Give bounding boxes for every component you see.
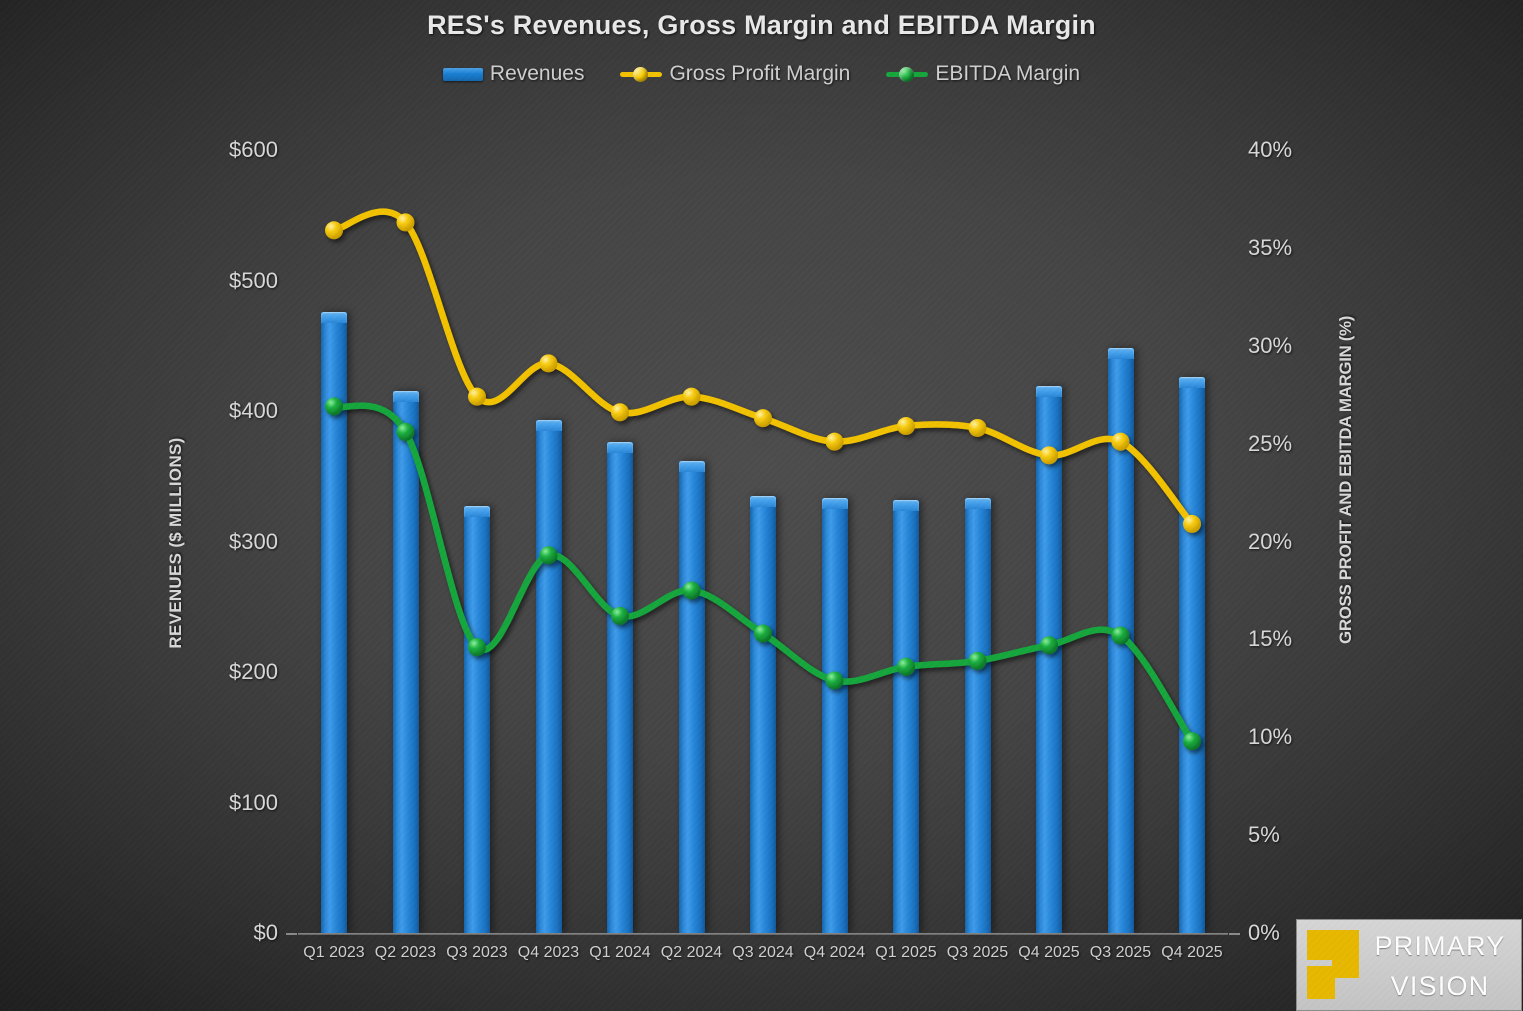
x-axis-tick-label: Q1 2025 — [875, 944, 937, 961]
y-axis-left-tick-label: $100 — [229, 789, 278, 815]
y-axis-right-tick-label: 35% — [1248, 234, 1293, 260]
y-axis-right-title: GROSS PROFIT AND EBITDA MARGIN (%) — [1336, 315, 1355, 644]
bar-revenues[interactable] — [607, 442, 633, 933]
line-marker[interactable]: Q3 2024 — Gross Profit Margin: 26.3% — [754, 409, 772, 428]
x-axis-tick-label: Q3 2024 — [732, 944, 794, 961]
line-marker[interactable]: Q1 2025 — Gross Profit Margin: 25.9% — [897, 417, 915, 436]
y-axis-right-tick-label: 10% — [1248, 724, 1293, 750]
x-axis-tick-label: Q1 2023 — [303, 944, 365, 961]
y-axis-left-tick-label: $200 — [229, 659, 278, 684]
x-axis-tick-label: Q4 2025 — [1161, 944, 1223, 961]
bar-revenues[interactable] — [1036, 386, 1062, 933]
line-marker[interactable]: Q1 2024 — Gross Profit Margin: 26.6% — [611, 403, 629, 422]
logo-wordmark-line2: VISION — [1390, 971, 1490, 1001]
line-marker[interactable]: Q2 2024 — Gross Profit Margin: 27.4% — [682, 387, 701, 406]
bar-revenues[interactable] — [964, 498, 991, 933]
bar-revenues[interactable] — [750, 495, 776, 933]
y-axis-left-tick-label: $300 — [229, 528, 278, 554]
y-axis-left-tick-mark — [286, 933, 297, 935]
line-marker[interactable]: Q3 2023 — Gross Profit Margin: 27.4% — [468, 387, 486, 406]
x-axis-tick-label: Q3 2025 — [946, 944, 1009, 961]
legend-line-marker-gold-icon — [620, 67, 663, 82]
primary-vision-logo: PRIMARY VISION — [1296, 919, 1522, 1011]
bar-revenues[interactable] — [821, 498, 848, 933]
y-axis-right-tick-label: 20% — [1248, 528, 1293, 554]
line-path — [330, 208, 1196, 528]
bar-cap — [535, 420, 562, 432]
bar-cap — [1036, 386, 1062, 398]
bar-revenues[interactable] — [464, 506, 490, 933]
y-axis-right-tick-label: 15% — [1248, 626, 1293, 652]
y-axis-right-tick-mark — [1229, 933, 1240, 935]
line-series-gross-profit-margin: Q1 2023 — Gross Profit Margin: 35.9% Q2 2… — [325, 208, 1201, 533]
line-marker[interactable]: Q4 2024 — Gross Profit Margin: 25.1% — [825, 432, 844, 451]
bar-revenues[interactable] — [392, 391, 419, 933]
bar-revenues[interactable] — [1107, 348, 1134, 933]
logo-block-2-icon — [1307, 966, 1335, 999]
line-marker[interactable]: Q3 2025 — Gross Profit Margin: 25.8% — [968, 418, 987, 437]
chart-legend: Revenues Gross Profit Margin EBITDA Marg… — [0, 62, 1523, 86]
legend-label-revenues: Revenues — [489, 62, 585, 85]
x-axis-tick-label: Q3 2025 — [1089, 944, 1152, 961]
line-marker[interactable]: Q4 2023 — Gross Profit Margin: 29.1% — [539, 354, 558, 373]
line-marker[interactable]: Q1 2023 — Gross Profit Margin: 35.9% — [325, 221, 343, 240]
bar-revenues[interactable] — [678, 460, 705, 933]
bar-cap — [1107, 348, 1134, 360]
chart-title: RES's Revenues, Gross Margin and EBITDA … — [427, 10, 1096, 40]
x-axis-tick-label: Q2 2023 — [374, 944, 437, 961]
bar-cap — [392, 391, 419, 403]
legend-item-revenues[interactable]: Revenues — [442, 62, 585, 86]
legend-line-marker-green-icon — [886, 67, 929, 82]
bar-cap — [750, 495, 776, 507]
bar-revenues[interactable] — [535, 420, 562, 933]
logo-wordmark: PRIMARY VISION — [1363, 926, 1517, 1006]
y-axis-right-tick-label: 40% — [1248, 137, 1293, 162]
line-marker[interactable]: Q2 2023 — Gross Profit Margin: 36.3% — [396, 213, 415, 232]
plot-area: REVENUES ($ MILLIONS) GROSS PROFIT AND E… — [166, 137, 1355, 961]
y-axis-left-title: REVENUES ($ MILLIONS) — [166, 436, 185, 649]
bar-revenues[interactable] — [893, 499, 919, 933]
x-axis-tick-label: Q4 2023 — [517, 944, 580, 961]
x-axis-tick-label: Q4 2024 — [803, 944, 866, 961]
bar-cap — [464, 506, 490, 518]
y-axis-left-tick-label: $600 — [229, 137, 278, 162]
y-axis-right-tick-label: 5% — [1248, 822, 1280, 848]
logo-block-1-icon — [1307, 930, 1335, 960]
y-axis-right-tick-label: 0% — [1248, 920, 1280, 945]
y-axis-right-tick-label: 25% — [1248, 430, 1293, 456]
bar-cap — [607, 442, 633, 454]
bar-cap — [678, 460, 705, 472]
x-axis-line — [298, 933, 1228, 935]
y-axis-left-tick-label: $400 — [229, 398, 278, 423]
logo-block-3-icon — [1332, 930, 1359, 978]
y-axis-right-tick-label: 30% — [1248, 332, 1293, 358]
x-axis-tick-label: Q4 2025 — [1018, 944, 1080, 961]
legend-item-ebitda-margin[interactable]: EBITDA Margin — [886, 62, 1080, 86]
x-axis-tick-label: Q1 2024 — [589, 944, 651, 961]
bar-revenues[interactable] — [1179, 377, 1205, 933]
bar-cap — [821, 498, 848, 510]
bar-cap — [1179, 377, 1205, 389]
legend-label-gross-profit-margin: Gross Profit Margin — [669, 62, 851, 85]
y-axis-left-tick-label: $500 — [229, 267, 278, 293]
bar-cap — [321, 311, 347, 323]
legend-label-ebitda-margin: EBITDA Margin — [935, 62, 1081, 85]
bar-cap — [893, 499, 919, 511]
x-axis-tick-label: Q2 2024 — [660, 944, 723, 961]
x-axis-tick-label: Q3 2023 — [446, 944, 508, 961]
bar-revenues[interactable] — [321, 311, 347, 933]
legend-bar-swatch-icon — [442, 67, 483, 81]
bar-cap — [964, 498, 991, 510]
legend-item-gross-profit-margin[interactable]: Gross Profit Margin — [620, 62, 850, 86]
y-axis-left-tick-label: $0 — [253, 920, 278, 945]
logo-wordmark-line1: PRIMARY — [1374, 931, 1506, 961]
